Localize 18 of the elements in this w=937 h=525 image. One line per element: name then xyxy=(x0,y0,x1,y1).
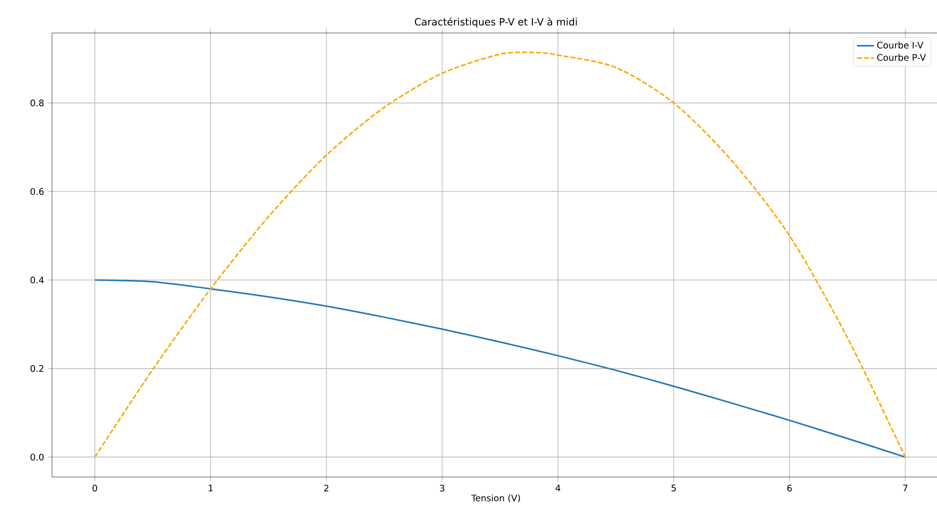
x-tick-label: 4 xyxy=(556,484,560,492)
x-tick-label: 7 xyxy=(903,484,908,492)
y-tick-label: 0.8 xyxy=(30,100,44,106)
y-tick-label: 0.2 xyxy=(30,365,44,372)
x-tick-label: 6 xyxy=(787,484,792,492)
x-axis-title: Tension (V) xyxy=(471,494,520,502)
x-tick-label: 1 xyxy=(208,484,213,492)
x-tick-label: 3 xyxy=(440,484,444,492)
x-tick-label: 0 xyxy=(92,484,98,492)
line-series xyxy=(94,279,906,458)
y-tick-label: 0.4 xyxy=(30,276,44,284)
y-tick-label: 0.6 xyxy=(30,188,44,195)
x-tick-label: 2 xyxy=(324,484,328,492)
legend-label: Courbe P-V xyxy=(877,54,926,61)
x-tick-label: 5 xyxy=(672,484,676,492)
chart-title: Caractéristiques P-V et I-V à midi xyxy=(414,17,577,28)
y-tick-label: 0.0 xyxy=(30,454,44,460)
legend-label: Courbe I-V xyxy=(877,42,924,49)
